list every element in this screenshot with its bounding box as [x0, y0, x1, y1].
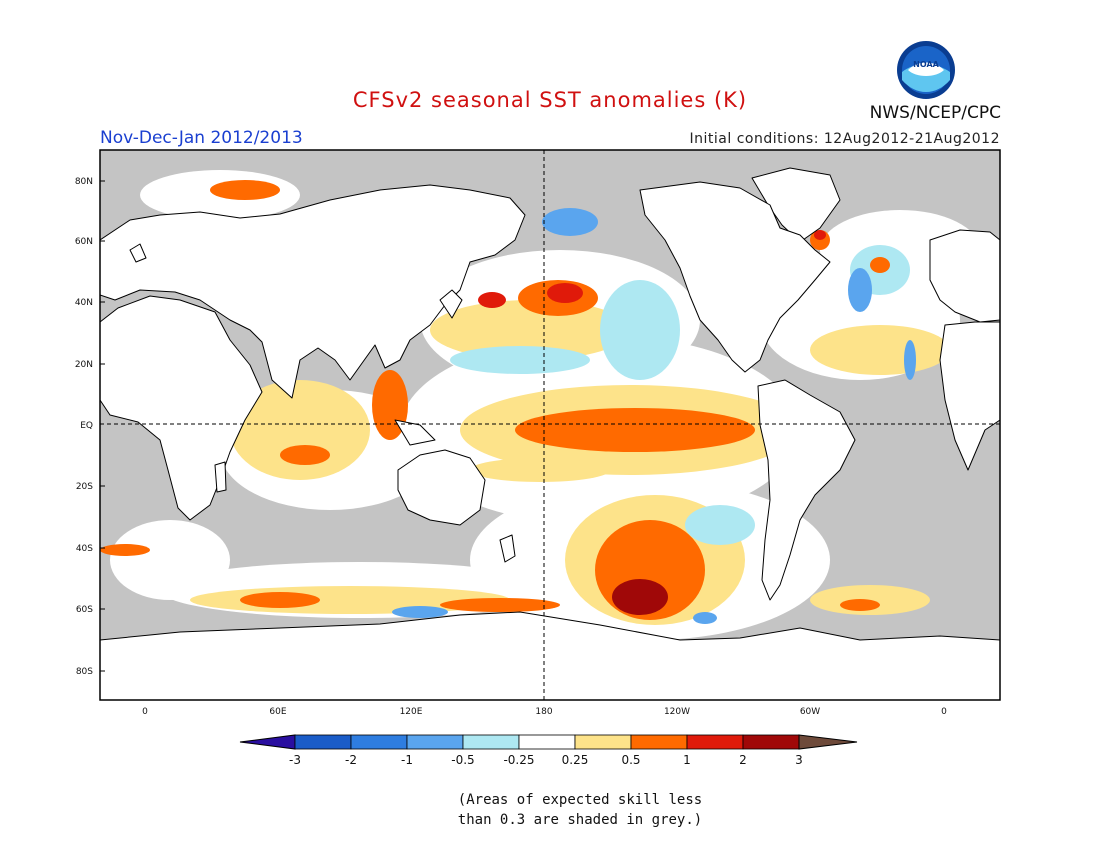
initial-conditions-label: Initial conditions: 12Aug2012-21Aug2012 — [689, 131, 1000, 147]
lon-label: 0 — [142, 707, 148, 717]
noaa-logo: NOAA — [897, 41, 955, 99]
longitude-axis: 0 60E 120E 180 120W 60W 0 — [142, 707, 947, 717]
map-panel — [100, 150, 1000, 700]
continents — [100, 167, 1000, 700]
latitude-axis: 80N 60N 40N 20N EQ 20S 40S 60S 80S — [75, 177, 93, 677]
lat-label: EQ — [80, 421, 93, 431]
colorbar-label: 3 — [795, 753, 803, 767]
cool-anomaly-medium — [392, 208, 916, 624]
colorbar-segment — [462, 734, 520, 750]
lat-label: 60S — [76, 605, 93, 615]
lat-label: 20N — [75, 360, 93, 370]
colorbar-extend-low — [239, 734, 296, 750]
lon-label: 180 — [535, 707, 552, 717]
colorbar-segment — [350, 734, 408, 750]
colorbar-label: 0.5 — [621, 753, 640, 767]
warm-anomaly-strong — [478, 230, 826, 308]
colorbar: -3 -2 -1 -0.5 -0.25 0.25 0.5 1 2 3 — [239, 734, 858, 767]
agency-label: NWS/NCEP/CPC — [869, 103, 1001, 123]
lon-label: 120E — [400, 707, 423, 717]
colorbar-extend-high — [798, 734, 858, 750]
lon-label: 60W — [800, 707, 820, 717]
colorbar-segment — [574, 734, 632, 750]
colorbar-label: -1 — [401, 753, 413, 767]
colorbar-segment — [630, 734, 688, 750]
colorbar-label: -3 — [289, 753, 301, 767]
lat-label: 20S — [76, 482, 93, 492]
map-frame — [99, 149, 1001, 701]
lon-label: 60E — [269, 707, 286, 717]
colorbar-label: 2 — [739, 753, 747, 767]
cool-anomaly-light — [450, 245, 910, 545]
season-label: Nov-Dec-Jan 2012/2013 — [100, 128, 303, 148]
footnote-line-1: (Areas of expected skill less — [457, 792, 703, 808]
lat-label: 80N — [75, 177, 93, 187]
colorbar-segment — [742, 734, 800, 750]
warm-anomaly-very-strong — [612, 579, 668, 615]
colorbar-segment — [294, 734, 352, 750]
colorbar-segment — [686, 734, 744, 750]
lat-label: 80S — [76, 667, 93, 677]
footnote-line-2: than 0.3 are shaded in grey.) — [457, 812, 703, 828]
lat-ticks — [100, 180, 105, 672]
map-title: CFSv2 seasonal SST anomalies (K) — [352, 88, 748, 112]
lat-label: 40N — [75, 298, 93, 308]
colorbar-label: -0.25 — [503, 753, 534, 767]
colorbar-label: -2 — [345, 753, 357, 767]
colorbar-segment — [518, 734, 576, 750]
lon-label: 0 — [941, 707, 947, 717]
lon-label: 120W — [664, 707, 690, 717]
colorbar-label: -0.5 — [451, 753, 474, 767]
lat-label: 60N — [75, 237, 93, 247]
colorbar-segment — [406, 734, 464, 750]
lat-label: 40S — [76, 544, 93, 554]
colorbar-label: 0.25 — [562, 753, 589, 767]
svg-text:NOAA: NOAA — [913, 60, 939, 69]
colorbar-label: 1 — [683, 753, 691, 767]
